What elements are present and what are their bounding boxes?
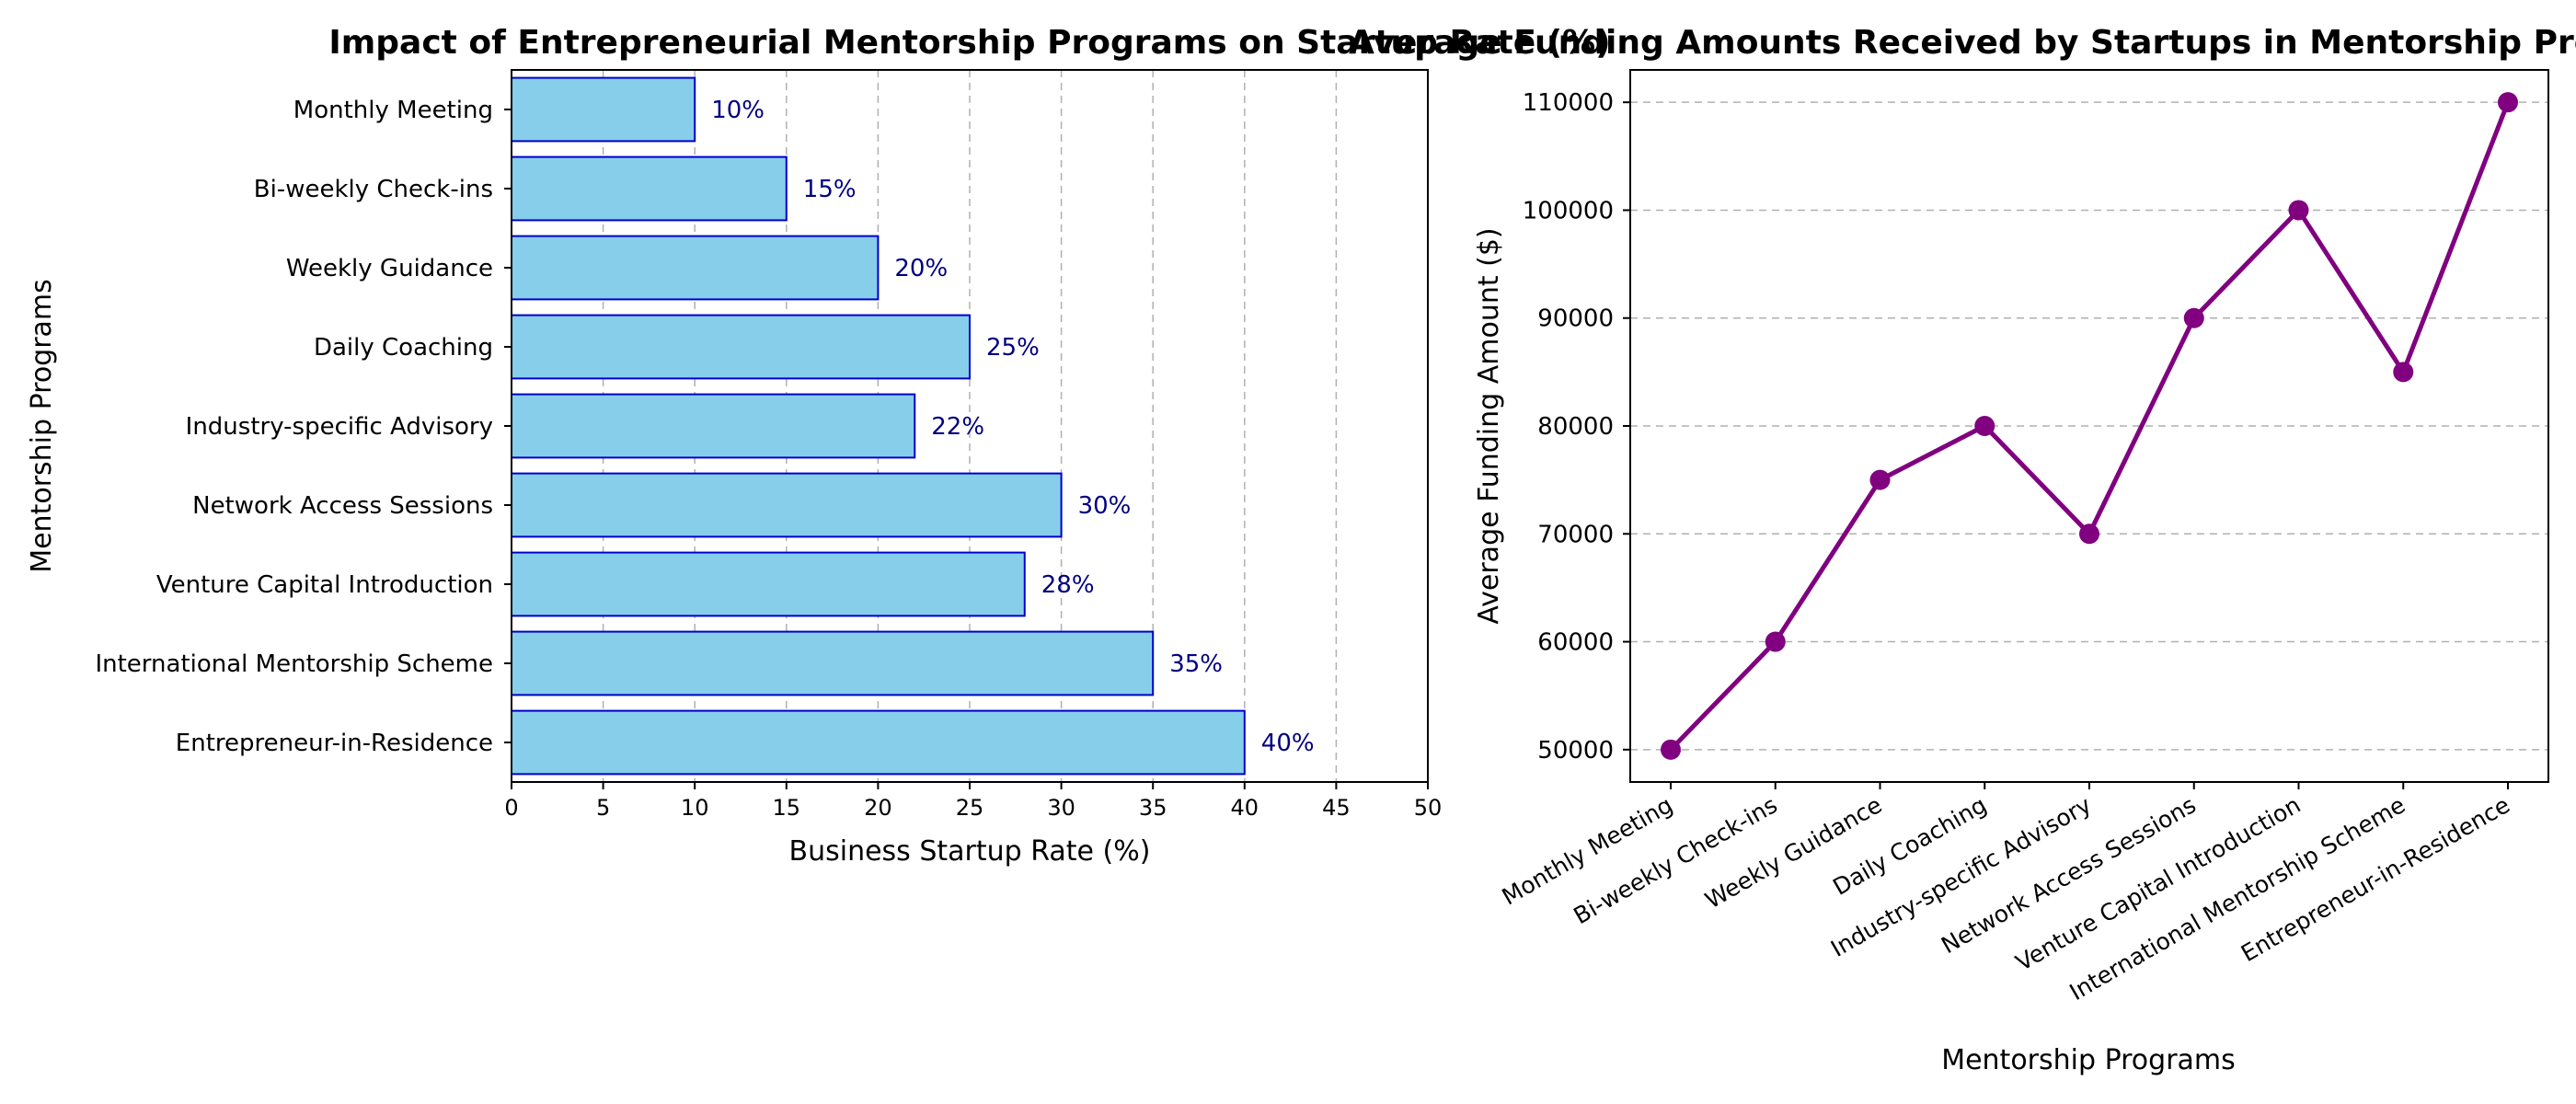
line-chart-plot-frame [1629, 69, 2549, 783]
line-chart-x-tick-label: Monthly Meeting [1498, 791, 1677, 911]
bar-chart-data-labels: 10% 15% 20% 25% 22% 30% 28% 35% 40% [711, 97, 1314, 757]
line-chart-point [2393, 362, 2414, 383]
bar-chart-x-tick-label: 45 [1322, 795, 1351, 821]
bar-chart-data-label: 20% [894, 255, 948, 282]
line-chart-point [1869, 469, 1891, 490]
bar-chart-data-label: 22% [931, 413, 984, 441]
bar-chart-x-tick-label: 10 [681, 795, 709, 821]
line-chart-y-tick-label: 80000 [1537, 413, 1614, 441]
bar-chart: 10% 15% 20% 25% 22% 30% 28% 35% 40% 0 5 10 15 20 25 30… [26, 69, 1442, 868]
bar-chart-y-tick-label: Industry-specific Advisory [186, 413, 493, 441]
bar-chart-x-tick-label: 0 [504, 795, 518, 821]
line-chart-y-tick-label: 100000 [1523, 197, 1614, 224]
bar-chart-bar [511, 709, 1246, 776]
bar-chart-title: Impact of Entrepreneurial Mentorship Pro… [328, 24, 1610, 62]
bar-chart-x-ticks: 0 5 10 15 20 25 30 35 40 45 50 [504, 782, 1442, 821]
bar-chart-y-tick-label: Daily Coaching [314, 334, 493, 362]
line-chart-title: Average Funding Amounts Received by Star… [1349, 24, 2576, 62]
bar-chart-data-label: 35% [1169, 650, 1223, 678]
line-chart-x-axis-label: Mentorship Programs [1941, 1044, 2236, 1076]
bar-chart-y-tick-label: International Mentorship Scheme [95, 650, 493, 678]
bar-chart-data-label: 40% [1261, 730, 1315, 757]
bar-chart-y-tick-label: Monthly Meeting [293, 97, 493, 124]
line-chart-point [1765, 631, 1786, 652]
line-chart: 50000 60000 70000 80000 90000 100000 110000 Mo… [1349, 24, 2576, 1076]
bar-chart-y-ticks: Monthly Meeting Bi-weekly Check-ins Weekly… [95, 97, 512, 757]
bar-chart-bar [511, 314, 971, 380]
line-chart-grid [1630, 101, 2548, 751]
bar-chart-data-label: 15% [803, 176, 857, 203]
bar-chart-y-tick-label: Entrepreneur-in-Residence [176, 730, 493, 757]
bar-chart-data-label: 28% [1041, 571, 1095, 599]
bar-chart-x-tick-label: 15 [773, 795, 801, 821]
line-chart-y-tick-label: 90000 [1537, 305, 1614, 333]
bar-chart-y-tick-label: Weekly Guidance [286, 255, 493, 282]
bar-chart-y-tick-label: Bi-weekly Check-ins [254, 176, 493, 203]
bar-chart-bar [511, 393, 916, 459]
bar-chart-bar [511, 155, 788, 222]
line-chart-point [2079, 523, 2099, 545]
bar-chart-data-label: 10% [711, 97, 765, 124]
bar-chart-x-tick-label: 5 [596, 795, 610, 821]
line-chart-point [2183, 307, 2204, 328]
bar-chart-y-axis-label: Mentorship Programs [26, 279, 58, 573]
bar-chart-data-label: 25% [986, 334, 1040, 362]
line-chart-y-tick-label: 60000 [1537, 629, 1614, 657]
bar-chart-y-tick-label: Venture Capital Introduction [156, 571, 493, 599]
bar-chart-bars [511, 76, 1246, 776]
bar-chart-data-label: 30% [1078, 492, 1132, 520]
bar-chart-x-tick-label: 20 [864, 795, 892, 821]
bar-chart-x-tick-label: 35 [1139, 795, 1167, 821]
bar-chart-bar [511, 472, 1063, 538]
bar-chart-x-tick-label: 25 [956, 795, 984, 821]
bar-chart-bar [511, 630, 1155, 696]
line-chart-point [2498, 92, 2518, 113]
line-chart-point [1661, 739, 1681, 760]
line-chart-y-tick-label: 50000 [1537, 737, 1614, 765]
line-chart-markers [1661, 92, 2518, 760]
bar-chart-x-tick-label: 50 [1414, 795, 1443, 821]
line-chart-point [2288, 200, 2309, 221]
line-chart-y-ticks: 50000 60000 70000 80000 90000 100000 110000 [1523, 89, 1630, 765]
bar-chart-bar [511, 235, 880, 301]
bar-chart-x-tick-label: 30 [1047, 795, 1075, 821]
line-chart-y-tick-label: 110000 [1523, 89, 1614, 117]
bar-chart-bar [511, 76, 696, 143]
line-chart-point [1974, 416, 1995, 436]
bar-chart-x-tick-label: 40 [1231, 795, 1259, 821]
bar-chart-bar [511, 551, 1026, 617]
line-chart-y-tick-label: 70000 [1537, 521, 1614, 548]
bar-chart-x-axis-label: Business Startup Rate (%) [789, 835, 1151, 868]
line-chart-y-axis-label: Average Funding Amount ($) [1473, 227, 1505, 624]
bar-chart-y-tick-label: Network Access Sessions [192, 492, 493, 520]
line-chart-x-tick-label: Weekly Guidance [1700, 791, 1886, 914]
